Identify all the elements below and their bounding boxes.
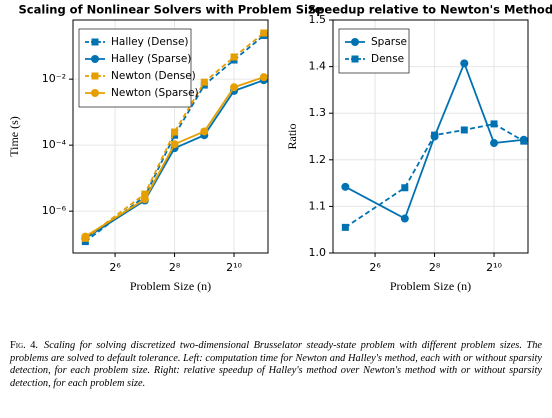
series-line (344, 60, 524, 220)
x-tick-label: 2¹⁰ (486, 261, 502, 274)
legend-label: Halley (Dense) (111, 36, 189, 48)
caption-label: Fig. 4. (10, 340, 39, 351)
y-tick-label: 10⁻⁶ (42, 204, 67, 217)
y-axis-label: Ratio (285, 124, 299, 150)
legend-label: Sparse (371, 36, 407, 48)
marker (140, 195, 149, 204)
y-tick-label: 1.2 (309, 153, 327, 166)
legend-label: Newton (Sparse) (111, 87, 199, 99)
x-tick-label: 2⁸ (169, 261, 181, 274)
chart-title: Speedup relative to Newton's Method (308, 3, 552, 17)
marker (170, 140, 179, 149)
legend-label: Halley (Sparse) (111, 53, 191, 65)
y-tick-label: 1.4 (309, 60, 327, 73)
legend-label: Newton (Dense) (111, 70, 196, 82)
marker (200, 78, 208, 86)
plot-frame (72, 19, 269, 254)
x-tick-label: 2¹⁰ (226, 261, 242, 274)
caption: Fig. 4. Scaling for solving discretized t… (10, 340, 542, 390)
y-axis-label: Time (s) (7, 116, 21, 157)
legend-marker (91, 38, 99, 46)
marker (230, 83, 239, 92)
legend-label: Dense (371, 53, 404, 65)
x-axis-label: Problem Size (n) (130, 279, 211, 293)
legend-marker (91, 55, 99, 63)
marker (431, 131, 439, 139)
marker (260, 29, 268, 37)
x-axis-label: Problem Size (n) (390, 279, 471, 293)
plot-frame (332, 19, 529, 254)
y-tick-label: 1.1 (309, 199, 327, 212)
marker (460, 59, 469, 68)
series-line (84, 34, 265, 243)
y-tick-label: 10⁻⁴ (42, 138, 67, 151)
marker (400, 214, 409, 223)
marker (171, 128, 179, 136)
marker (520, 137, 528, 145)
marker (341, 223, 349, 231)
legend-marker (91, 89, 99, 97)
y-tick-label: 1.5 (309, 13, 327, 26)
marker (81, 232, 90, 241)
series-line (84, 76, 265, 238)
x-tick-label: 2⁶ (369, 261, 381, 274)
marker (490, 120, 498, 128)
series-line (344, 122, 525, 229)
marker (230, 53, 238, 61)
marker (341, 182, 350, 191)
x-tick-label: 2⁸ (429, 261, 441, 274)
marker (460, 126, 468, 134)
y-tick-label: 1.3 (309, 106, 327, 119)
marker (490, 139, 499, 148)
figure: 2⁶ 2⁸ 2¹⁰ 10⁻⁶ 10⁻⁴ 10⁻² Scaling of Nonlinear … (7, 3, 552, 293)
y-tick-label: 10⁻² (42, 72, 66, 85)
chart-title: Scaling of Nonlinear Solvers with Proble… (19, 3, 323, 17)
marker (200, 127, 209, 136)
legend-marker (351, 38, 359, 46)
x-tick-label: 2⁶ (109, 261, 121, 274)
y-tick-label: 1.0 (309, 246, 327, 259)
legend-marker (351, 55, 359, 63)
marker (141, 190, 149, 198)
marker (401, 184, 409, 192)
legend-box (338, 28, 410, 74)
legend-marker (91, 72, 99, 80)
caption-text: Scaling for solving discretized two-dime… (10, 340, 543, 389)
series-line (84, 79, 265, 240)
marker (259, 73, 268, 82)
